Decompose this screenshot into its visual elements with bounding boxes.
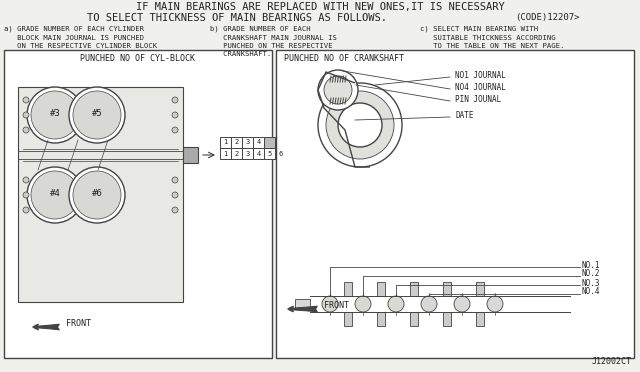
Circle shape: [27, 167, 83, 223]
Circle shape: [355, 296, 371, 312]
Circle shape: [23, 177, 29, 183]
Text: #6: #6: [92, 189, 102, 198]
Circle shape: [69, 87, 125, 143]
Bar: [377, 312, 385, 326]
Text: c) SELECT MAIN BEARING WITH
   SUITABLE THICKNESS ACCORDING
   TO THE TABLE ON T: c) SELECT MAIN BEARING WITH SUITABLE THI…: [420, 26, 564, 48]
Text: #5: #5: [92, 109, 102, 118]
Text: PIN JOUNAL: PIN JOUNAL: [455, 94, 501, 103]
Text: TO SELECT THICKNESS OF MAIN BEARINGS AS FOLLOWS.: TO SELECT THICKNESS OF MAIN BEARINGS AS …: [87, 13, 387, 23]
Circle shape: [31, 91, 79, 139]
Circle shape: [487, 296, 503, 312]
Text: NO.4: NO.4: [582, 288, 600, 296]
Bar: [443, 282, 451, 296]
Bar: [220, 137, 231, 148]
Circle shape: [326, 91, 394, 159]
Text: 5: 5: [268, 151, 271, 157]
Bar: [220, 148, 231, 159]
Text: NO.3: NO.3: [582, 279, 600, 288]
Text: b) GRADE NUMBER OF EACH
   CRANKSHAFT MAIN JOURNAL IS
   PUNCHED ON THE RESPECTI: b) GRADE NUMBER OF EACH CRANKSHAFT MAIN …: [210, 26, 337, 57]
Circle shape: [172, 207, 178, 213]
Bar: [18, 87, 183, 302]
Bar: [275, 137, 286, 148]
Circle shape: [69, 167, 125, 223]
Text: 6: 6: [278, 151, 283, 157]
Bar: [443, 312, 451, 326]
Circle shape: [73, 91, 121, 139]
Bar: [344, 312, 352, 326]
Bar: [231, 137, 242, 148]
Text: 2: 2: [234, 138, 239, 144]
Bar: [377, 282, 385, 296]
Circle shape: [23, 97, 29, 103]
Bar: [410, 312, 418, 326]
Bar: [242, 148, 253, 159]
Circle shape: [338, 103, 382, 147]
Text: 4: 4: [257, 151, 260, 157]
Bar: [4, 50, 272, 358]
Circle shape: [31, 171, 79, 219]
Bar: [264, 137, 275, 148]
Circle shape: [318, 70, 358, 110]
Text: PUNCHED NO OF CRANKSHAFT: PUNCHED NO OF CRANKSHAFT: [284, 54, 404, 63]
Circle shape: [454, 296, 470, 312]
Text: #4: #4: [50, 189, 60, 198]
Circle shape: [172, 112, 178, 118]
Text: FRONT: FRONT: [66, 320, 91, 328]
Circle shape: [73, 171, 121, 219]
Bar: [344, 282, 352, 296]
Text: DATE: DATE: [455, 110, 474, 119]
Text: 2: 2: [234, 151, 239, 157]
Text: NO1 JOURNAL: NO1 JOURNAL: [455, 71, 506, 80]
Circle shape: [324, 76, 352, 104]
Bar: [264, 148, 275, 159]
Text: PUNCHED NO OF CYL-BLOCK: PUNCHED NO OF CYL-BLOCK: [81, 54, 195, 63]
Bar: [295, 299, 310, 309]
Circle shape: [23, 127, 29, 133]
Text: NO4 JOURNAL: NO4 JOURNAL: [455, 83, 506, 92]
Circle shape: [27, 87, 83, 143]
Text: IF MAIN BEARINGS ARE REPLACED WITH NEW ONES,IT IS NECESSARY: IF MAIN BEARINGS ARE REPLACED WITH NEW O…: [136, 2, 504, 12]
Text: 1: 1: [223, 151, 228, 157]
Bar: [476, 282, 484, 296]
Text: 1: 1: [223, 138, 228, 144]
Text: FRONT: FRONT: [324, 301, 349, 311]
Circle shape: [172, 97, 178, 103]
Bar: [275, 148, 286, 159]
Bar: [253, 137, 264, 148]
Text: #3: #3: [50, 109, 60, 118]
Circle shape: [322, 296, 338, 312]
Circle shape: [318, 83, 402, 167]
Text: J12002CT: J12002CT: [592, 357, 632, 366]
Bar: [476, 312, 484, 326]
Bar: [231, 148, 242, 159]
Circle shape: [23, 207, 29, 213]
Bar: [183, 147, 198, 163]
Circle shape: [388, 296, 404, 312]
Bar: [410, 282, 418, 296]
Circle shape: [23, 112, 29, 118]
Text: 3: 3: [245, 151, 250, 157]
Text: 4: 4: [257, 138, 260, 144]
Circle shape: [23, 192, 29, 198]
Text: 3: 3: [245, 138, 250, 144]
Bar: [276, 50, 634, 358]
Bar: [242, 137, 253, 148]
Circle shape: [172, 127, 178, 133]
Text: NO.1: NO.1: [582, 260, 600, 269]
Text: (CODE)12207>: (CODE)12207>: [515, 13, 579, 22]
Circle shape: [421, 296, 437, 312]
Circle shape: [172, 192, 178, 198]
Text: NO.2: NO.2: [582, 269, 600, 279]
Circle shape: [172, 177, 178, 183]
Bar: [253, 148, 264, 159]
Text: a) GRADE NUMBER OF EACH CYLINDER
   BLOCK MAIN JOURNAL IS PUNCHED
   ON THE RESP: a) GRADE NUMBER OF EACH CYLINDER BLOCK M…: [4, 26, 157, 48]
